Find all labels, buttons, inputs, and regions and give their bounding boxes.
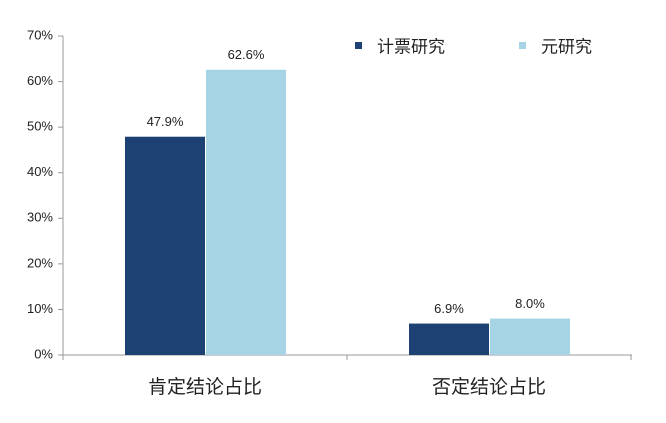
x-tick-label: 肯定结论占比 [148,376,262,398]
y-tick-label: 40% [27,164,53,179]
bar [206,69,286,356]
y-tick-label: 0% [34,346,53,361]
x-tick-label: 否定结论占比 [432,376,546,398]
legend-swatch [355,42,362,49]
y-tick-label: 50% [27,119,53,134]
value-label: 47.9% [147,114,184,129]
legend-label: 元研究 [541,37,592,56]
bar [125,136,205,355]
y-tick-label: 20% [27,255,53,270]
y-tick-label: 70% [27,27,53,42]
y-tick-label: 60% [27,73,53,88]
value-label: 62.6% [228,47,265,62]
y-tick-label: 30% [27,210,53,225]
bar [409,323,489,355]
legend-swatch [519,42,526,49]
value-label: 8.0% [515,296,545,311]
y-tick-label: 10% [27,301,53,316]
legend-label: 计票研究 [377,37,445,56]
value-label: 6.9% [434,301,464,316]
bar [490,318,570,355]
